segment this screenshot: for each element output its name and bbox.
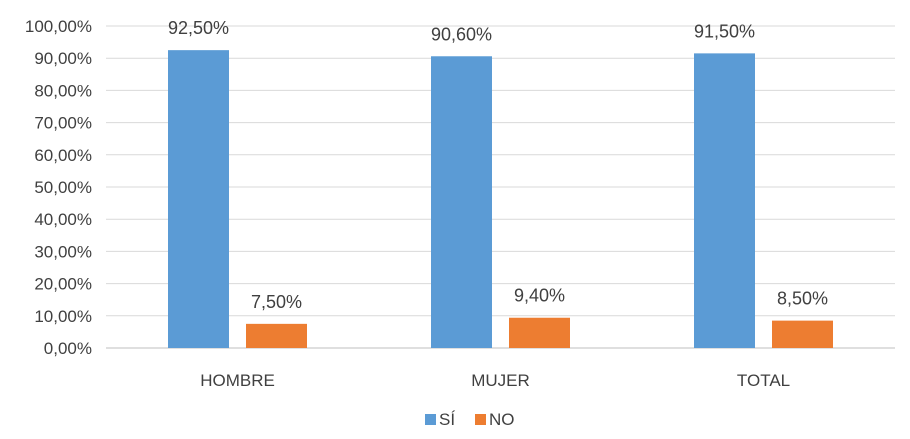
category-label: TOTAL [737, 371, 790, 390]
y-tick-label: 100,00% [25, 17, 92, 36]
legend-label: SÍ [439, 410, 455, 429]
legend: SÍ NO [425, 410, 515, 429]
bars [168, 50, 833, 349]
bar-mujer-no [509, 317, 570, 348]
y-tick-label: 20,00% [34, 275, 92, 294]
data-labels: 92,50% 7,50% 90,60% 9,40% 91,50% 8,50% [168, 18, 828, 312]
y-tick-label: 90,00% [34, 49, 92, 68]
legend-swatch [475, 414, 486, 425]
bar-hombre-no [246, 323, 307, 348]
y-axis-tick-labels: 0,00% 10,00% 20,00% 30,00% 40,00% 50,00% 60,00… [25, 17, 92, 358]
data-label: 90,60% [431, 24, 492, 44]
data-label: 92,50% [168, 18, 229, 38]
category-label: HOMBRE [200, 371, 275, 390]
data-label: 8,50% [777, 289, 828, 309]
bar-total-si [694, 53, 755, 349]
legend-label: NO [489, 410, 515, 429]
bar-total-no [772, 320, 833, 348]
bar-hombre-si [168, 50, 229, 349]
gridlines [106, 25, 895, 349]
y-tick-label: 0,00% [44, 339, 92, 358]
y-tick-label: 70,00% [34, 114, 92, 133]
y-tick-label: 10,00% [34, 307, 92, 326]
bar-mujer-si [431, 56, 492, 348]
y-tick-label: 80,00% [34, 81, 92, 100]
y-tick-label: 60,00% [34, 146, 92, 165]
data-label: 7,50% [251, 292, 302, 312]
data-label: 91,50% [694, 21, 755, 41]
legend-swatch [425, 414, 436, 425]
y-tick-label: 30,00% [34, 242, 92, 261]
y-tick-label: 50,00% [34, 178, 92, 197]
category-label: MUJER [471, 371, 530, 390]
x-axis-category-labels: HOMBRE MUJER TOTAL [200, 371, 790, 390]
data-label: 9,40% [514, 286, 565, 306]
y-tick-label: 40,00% [34, 210, 92, 229]
